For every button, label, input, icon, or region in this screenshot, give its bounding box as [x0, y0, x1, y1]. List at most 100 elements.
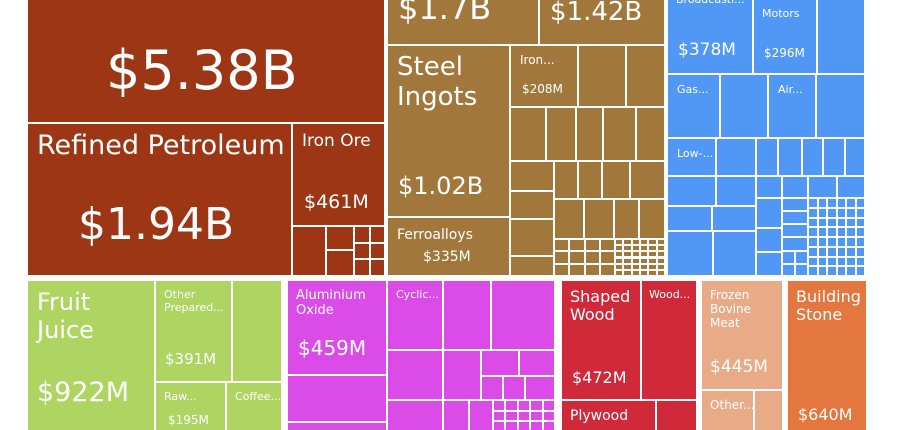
treemap-tile[interactable] — [615, 200, 640, 240]
treemap-tile[interactable] — [783, 177, 809, 199]
treemap-tile[interactable] — [847, 267, 857, 277]
treemap-tile[interactable] — [555, 240, 571, 253]
treemap-tile[interactable] — [632, 264, 641, 271]
treemap-tile[interactable] — [796, 252, 809, 265]
treemap-tile[interactable] — [511, 257, 555, 277]
treemap-tile[interactable] — [714, 232, 757, 277]
treemap-tile[interactable] — [585, 252, 601, 265]
treemap-tile[interactable] — [828, 238, 838, 248]
treemap-tile[interactable] — [624, 264, 633, 271]
treemap-tile[interactable] — [641, 246, 650, 253]
treemap-tile[interactable] — [640, 200, 666, 240]
treemap-tile[interactable] — [856, 267, 866, 277]
treemap-tile[interactable] — [511, 108, 547, 162]
treemap-tile[interactable] — [649, 252, 658, 259]
treemap-tile[interactable] — [847, 238, 857, 248]
treemap-tile[interactable] — [846, 139, 866, 177]
treemap-tile[interactable] — [616, 240, 625, 247]
treemap-tile[interactable] — [856, 228, 866, 238]
treemap-tile[interactable] — [837, 218, 847, 229]
treemap-tile[interactable] — [579, 46, 627, 108]
treemap-tile[interactable] — [288, 376, 388, 423]
treemap-tile[interactable] — [506, 411, 519, 423]
treemap-tile[interactable] — [624, 258, 633, 265]
treemap-tile[interactable] — [847, 257, 857, 268]
treemap-tile[interactable] — [570, 252, 586, 265]
treemap-tile[interactable] — [783, 238, 809, 252]
treemap-tile[interactable] — [657, 240, 666, 247]
treemap-tile[interactable] — [511, 220, 555, 257]
treemap-tile[interactable] — [837, 228, 847, 238]
tile-low[interactable]: Low-... — [668, 139, 717, 177]
treemap-tile[interactable] — [856, 218, 866, 229]
treemap-tile[interactable] — [649, 264, 658, 271]
treemap-tile[interactable] — [818, 0, 866, 75]
treemap-tile[interactable] — [641, 264, 650, 271]
treemap-tile[interactable] — [327, 227, 355, 251]
treemap-tile[interactable] — [555, 162, 579, 200]
treemap-tile[interactable] — [504, 377, 526, 401]
treemap-tile[interactable] — [444, 401, 470, 430]
tile-coffee[interactable]: Coffee... — [227, 383, 283, 430]
treemap-tile[interactable] — [847, 247, 857, 258]
treemap-tile[interactable] — [355, 227, 371, 244]
treemap-tile[interactable] — [657, 401, 698, 430]
tile-raw[interactable]: Raw... $195M — [156, 383, 227, 430]
tile-other-prepared[interactable]: Other Prepared... $391M — [156, 281, 233, 383]
tile-shaped-wood[interactable]: Shaped Wood $472M — [562, 281, 642, 401]
treemap-tile[interactable] — [355, 260, 371, 277]
treemap-tile[interactable] — [828, 208, 838, 219]
treemap-tile[interactable] — [632, 270, 641, 277]
tile-plywood[interactable]: Plywood — [562, 401, 657, 430]
treemap-tile[interactable] — [856, 199, 866, 209]
treemap-tile[interactable] — [641, 252, 650, 259]
treemap-tile[interactable] — [837, 238, 847, 248]
tile-metals-top-right[interactable]: $1.42B — [540, 0, 666, 46]
tile-metals-top-left[interactable]: $1.7B — [388, 0, 540, 46]
treemap-tile[interactable] — [444, 281, 492, 351]
treemap-tile[interactable] — [649, 270, 658, 277]
treemap-tile[interactable] — [809, 257, 819, 268]
treemap-tile[interactable] — [856, 208, 866, 219]
treemap-tile[interactable] — [585, 240, 601, 253]
treemap-tile[interactable] — [627, 46, 666, 108]
treemap-tile[interactable] — [803, 139, 824, 177]
treemap-tile[interactable] — [632, 240, 641, 247]
treemap-tile[interactable] — [388, 351, 444, 401]
treemap-tile[interactable] — [817, 75, 866, 139]
treemap-tile[interactable] — [809, 247, 819, 258]
treemap-tile[interactable] — [637, 108, 666, 162]
treemap-tile[interactable] — [713, 207, 757, 232]
treemap-tile[interactable] — [809, 228, 819, 238]
treemap-tile[interactable] — [818, 238, 828, 248]
treemap-tile[interactable] — [796, 264, 809, 277]
treemap-tile[interactable] — [649, 240, 658, 247]
treemap-tile[interactable] — [616, 270, 625, 277]
treemap-tile[interactable] — [818, 218, 828, 229]
treemap-tile[interactable] — [520, 351, 556, 377]
treemap-tile[interactable] — [494, 422, 507, 430]
treemap-tile[interactable] — [577, 108, 604, 162]
treemap-tile[interactable] — [604, 108, 637, 162]
treemap-tile[interactable] — [531, 411, 544, 423]
treemap-tile[interactable] — [818, 257, 828, 268]
treemap-tile[interactable] — [585, 264, 601, 277]
treemap-tile[interactable] — [668, 177, 717, 207]
treemap-tile[interactable] — [847, 218, 857, 229]
treemap-tile[interactable] — [506, 401, 519, 412]
treemap-tile[interactable] — [631, 162, 666, 200]
treemap-tile[interactable] — [370, 227, 386, 244]
treemap-tile[interactable] — [755, 391, 784, 430]
treemap-tile[interactable] — [444, 351, 482, 401]
treemap-tile[interactable] — [624, 270, 633, 277]
tile-steel-ingots[interactable]: Steel Ingots $1.02B — [388, 46, 511, 218]
treemap-tile[interactable] — [757, 199, 783, 229]
treemap-tile[interactable] — [717, 177, 757, 207]
treemap-tile[interactable] — [624, 246, 633, 253]
treemap-tile[interactable] — [494, 401, 507, 412]
treemap-tile[interactable] — [543, 401, 556, 412]
treemap-tile[interactable] — [492, 281, 556, 351]
treemap-tile[interactable] — [632, 246, 641, 253]
treemap-tile[interactable] — [585, 200, 615, 240]
treemap-tile[interactable] — [809, 177, 838, 199]
